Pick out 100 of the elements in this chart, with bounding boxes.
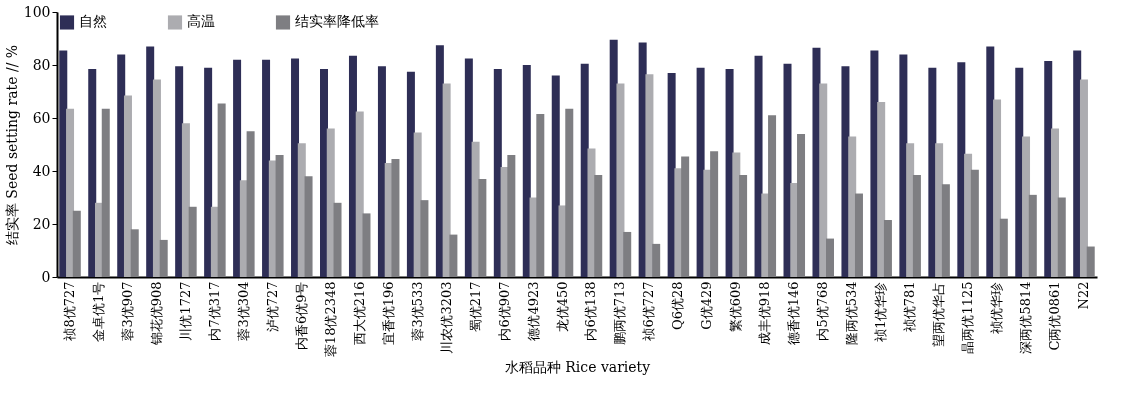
bar (72, 210, 81, 277)
x-tick-label: 川农优3203 (438, 281, 454, 354)
x-tick-label: 鹏两优713 (612, 281, 628, 346)
bar (1086, 246, 1095, 277)
x-tick-label: G优429 (699, 281, 715, 330)
x-tick-label: 祯优华珍 (989, 281, 1005, 334)
bar (1015, 67, 1024, 277)
bar (159, 239, 168, 277)
x-tick-label: 深两优5814 (1018, 281, 1034, 354)
x-tick-label: 望两优华占 (931, 281, 947, 347)
bar (957, 62, 966, 277)
bar (819, 83, 828, 277)
bar (993, 99, 1002, 277)
bar (442, 83, 451, 277)
y-tick-label: 100 (23, 3, 51, 20)
x-tick-label: 内6优138 (583, 281, 599, 341)
bar (291, 58, 300, 277)
x-tick-label: 德香优146 (786, 281, 802, 346)
bar (181, 123, 190, 277)
y-axis-title: 结实率 Seed setting rate // % (3, 44, 20, 246)
x-tick-label: 内5优768 (815, 281, 831, 341)
x-tick-label: 内香6优9号 (293, 281, 309, 351)
y-tick-label: 20 (32, 215, 51, 232)
x-tick-label: 锦花优908 (148, 281, 164, 347)
x-tick-label: 德优4923 (525, 281, 541, 341)
bar (826, 238, 834, 277)
bar (101, 108, 110, 277)
bar (1050, 128, 1059, 277)
bar (970, 169, 979, 277)
y-tick-label: 40 (32, 162, 51, 179)
bar (935, 143, 944, 277)
x-tick-label: 川优1727 (177, 281, 193, 341)
bar (204, 67, 213, 277)
x-tick-label: 宜香优196 (380, 281, 396, 346)
bar (710, 151, 719, 277)
legend-label: 高温 (187, 13, 215, 30)
x-tick-label: 祯1优华珍 (873, 281, 889, 342)
bar (883, 220, 892, 277)
bar (152, 79, 161, 277)
x-tick-label: Q6优28 (670, 281, 686, 330)
x-tick-label: 内6优907 (496, 281, 512, 341)
x-tick-label: 祯8优727 (62, 281, 78, 341)
bar (262, 59, 271, 277)
x-tick-label: 蓉3优907 (119, 281, 135, 341)
x-tick-label: C两优0861 (1046, 281, 1062, 351)
bar (877, 102, 886, 277)
bar (941, 184, 950, 277)
bar (123, 95, 132, 277)
bar (681, 156, 690, 277)
x-tick-label: 繁优609 (728, 281, 744, 333)
bar (217, 103, 226, 277)
bar (616, 83, 625, 277)
x-tick-label: 祯6优727 (641, 281, 657, 341)
bar (522, 65, 531, 277)
x-tick-label: 祯优781 (902, 281, 918, 333)
bar (362, 213, 371, 277)
bar (652, 243, 661, 277)
bar (986, 46, 995, 277)
x-tick-label: 蜀优217 (467, 281, 483, 333)
legend-label: 结实率降低率 (295, 13, 379, 30)
bar (645, 74, 654, 277)
bar (464, 58, 473, 277)
bar (536, 114, 545, 277)
bar (754, 55, 763, 277)
bar (899, 54, 908, 277)
bar (912, 174, 921, 277)
y-tick-label: 60 (32, 109, 51, 126)
bar (297, 143, 306, 277)
bar (391, 159, 400, 277)
x-tick-label: 蓉3优304 (235, 281, 251, 341)
bar (587, 148, 596, 277)
x-tick-label: 龙优450 (554, 281, 570, 333)
x-tick-label: N22 (1075, 281, 1091, 310)
x-tick-label: 泸优727 (264, 281, 280, 333)
bar (739, 174, 748, 277)
bar (175, 66, 184, 277)
bar (130, 229, 139, 277)
bar (594, 174, 603, 277)
bar (999, 218, 1008, 277)
bar (841, 66, 850, 277)
x-tick-label: 成丰优918 (757, 281, 773, 346)
bar (797, 133, 806, 277)
bar (507, 155, 516, 277)
x-tick-label: 蓉18优2348 (322, 281, 338, 358)
bar (406, 71, 415, 277)
bar (233, 59, 242, 277)
bar (768, 115, 777, 277)
bar (88, 68, 97, 277)
x-tick-label: 内7优317 (206, 281, 222, 341)
bar (66, 108, 75, 277)
bar (478, 178, 487, 277)
x-tick-label: 隆两优534 (844, 281, 860, 346)
bar (304, 176, 313, 277)
bar (870, 50, 879, 277)
bar (1057, 197, 1066, 277)
bar (355, 111, 364, 277)
y-tick-label: 0 (41, 268, 51, 285)
bar (1022, 136, 1031, 277)
x-axis-title: 水稻品种 Rice variety (504, 359, 651, 376)
bar (320, 68, 328, 277)
